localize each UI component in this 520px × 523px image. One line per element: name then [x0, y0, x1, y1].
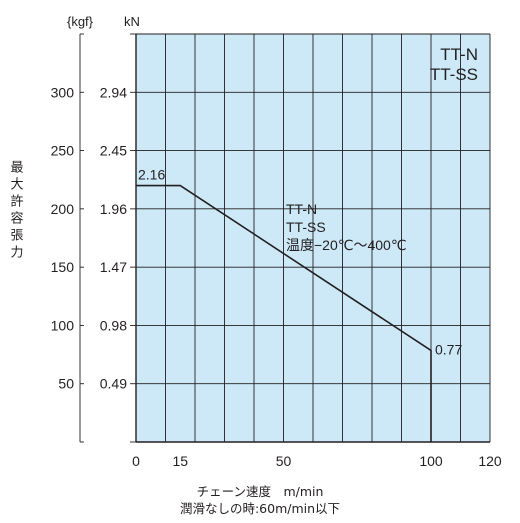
x-tick-label: 15 [172, 453, 188, 469]
x-tick-label: 0 [132, 453, 140, 469]
y-tick-label-kgf: 150 [51, 259, 75, 275]
y-tick-label-kn: 1.47 [100, 259, 127, 275]
y-tick-label-kn: 2.45 [100, 143, 127, 159]
series-line [136, 184, 432, 442]
axes [79, 33, 490, 443]
y-tick-label-kgf: 300 [51, 84, 75, 100]
data-label: 2.16 [138, 167, 165, 183]
data-label: 0.77 [435, 341, 462, 357]
y-tick-label-kgf: 100 [51, 317, 75, 333]
y-tick-labels: 300 2.94 250 2.45 200 1.96 150 1.47 100 0.98 50 0.4… [51, 84, 128, 391]
x-tick-label: 50 [276, 453, 292, 469]
x-axis-label: チェーン速度 m/min [196, 484, 324, 499]
y-tick-label-kgf: 200 [51, 201, 75, 217]
series-layer [136, 184, 432, 442]
y-tick-label-kgf: 50 [58, 376, 74, 392]
x-tick-label: 120 [478, 453, 502, 469]
x-tick-labels: 0 15 50 100 120 [132, 453, 502, 469]
y-tick-label-kn: 2.94 [100, 84, 127, 100]
y-tick-label-kn: 0.49 [100, 376, 127, 392]
y-unit-kgf: {kgf} [67, 14, 94, 29]
annotation-line-2: TT-SS [286, 219, 326, 235]
lubrication-note: 潤滑なしの時:60m/min以下 [179, 501, 341, 516]
data-labels: 2.16 0.77 [138, 167, 462, 358]
annotation-line-3: 温度−20℃〜400℃ [286, 237, 407, 253]
annotation-line-1: TT-N [286, 201, 317, 217]
legend-box-line-1: TT-N [440, 45, 478, 64]
y-axis-label: 最大許容張力 [9, 160, 24, 262]
x-tick-label: 100 [419, 453, 443, 469]
y-tick-label-kgf: 250 [51, 143, 75, 159]
legend-box-line-2: TT-SS [430, 65, 478, 84]
y-tick-label-kn: 1.96 [100, 201, 127, 217]
y-unit-kn: kN [124, 14, 140, 29]
y-tick-label-kn: 0.98 [100, 317, 127, 333]
